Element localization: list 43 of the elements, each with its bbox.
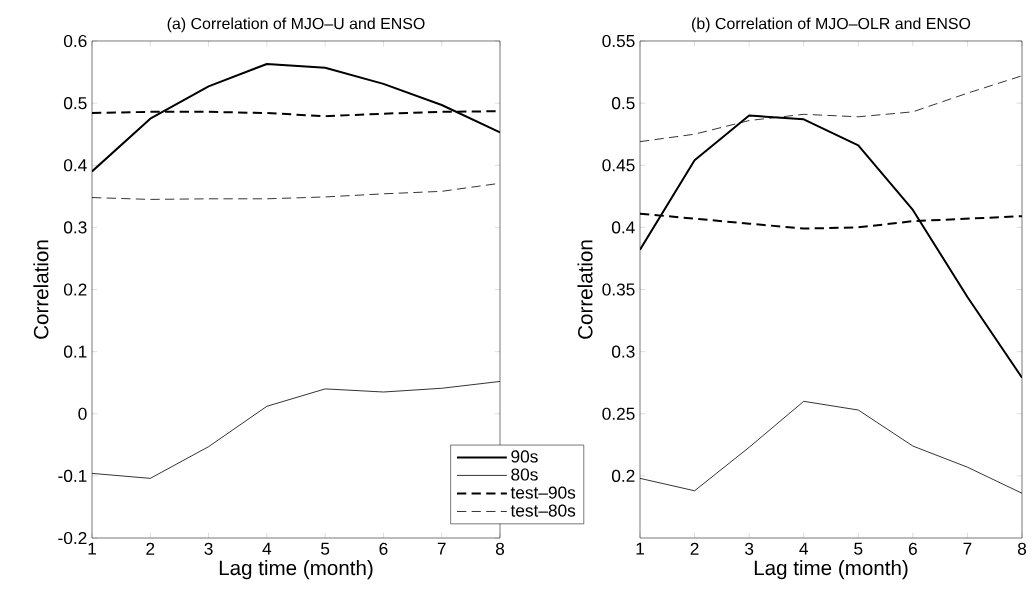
chart-title: (a) Correlation of MJO–U and ENSO [167,17,425,33]
y-tick-label: 0.55 [602,34,635,48]
legend-label: test–80s [510,504,576,517]
y-tick-label: 0.4 [63,159,87,172]
y-tick-label: 0.3 [63,221,87,234]
y-tick-label: 0.2 [611,469,635,482]
x-tick-label: 5 [854,542,863,555]
x-axis-title: Lag time (month) [754,560,908,580]
x-axis-title: Lag time (month) [219,560,373,580]
x-tick-label: 7 [963,542,972,555]
x-tick-label: 7 [437,542,446,555]
x-tick-label: 8 [495,542,505,555]
x-tick-label: 4 [262,542,272,555]
legend-label: 90s [511,450,538,463]
x-tick-label: 1 [636,542,644,555]
x-tick-label: 1 [88,542,96,555]
x-tick-label: 2 [146,542,155,555]
legend-label: test–90s [510,486,576,499]
legend-label: 80s [511,468,538,481]
y-tick-label: 0.45 [602,159,635,172]
x-tick-label: 2 [690,542,699,555]
y-tick-label: 0.6 [63,34,87,48]
x-tick-label: 4 [799,542,809,555]
y-tick-label: 0.2 [63,283,87,296]
y-axis-title: Correlation [33,240,49,339]
y-tick-label: -0.2 [58,531,87,545]
y-tick-label: 0.25 [602,407,635,420]
x-tick-label: 8 [1017,542,1027,555]
y-tick-label: 0.5 [63,97,87,110]
x-tick-label: 6 [379,542,388,555]
y-tick-label: 0.4 [611,221,635,234]
x-tick-label: 5 [321,542,330,555]
y-axis-title: Correlation [577,240,593,339]
x-tick-label: 3 [745,542,754,555]
x-tick-label: 6 [908,542,917,555]
chart-title: (b) Correlation of MJO–OLR and ENSO [692,17,971,33]
y-tick-label: -0.1 [58,469,87,482]
x-tick-label: 3 [204,542,213,555]
y-tick-label: 0 [78,407,87,420]
y-tick-label: 0.1 [63,345,87,358]
y-tick-label: 0.5 [611,97,635,110]
y-tick-label: 0.35 [602,283,635,296]
y-tick-label: 0.3 [611,345,635,358]
